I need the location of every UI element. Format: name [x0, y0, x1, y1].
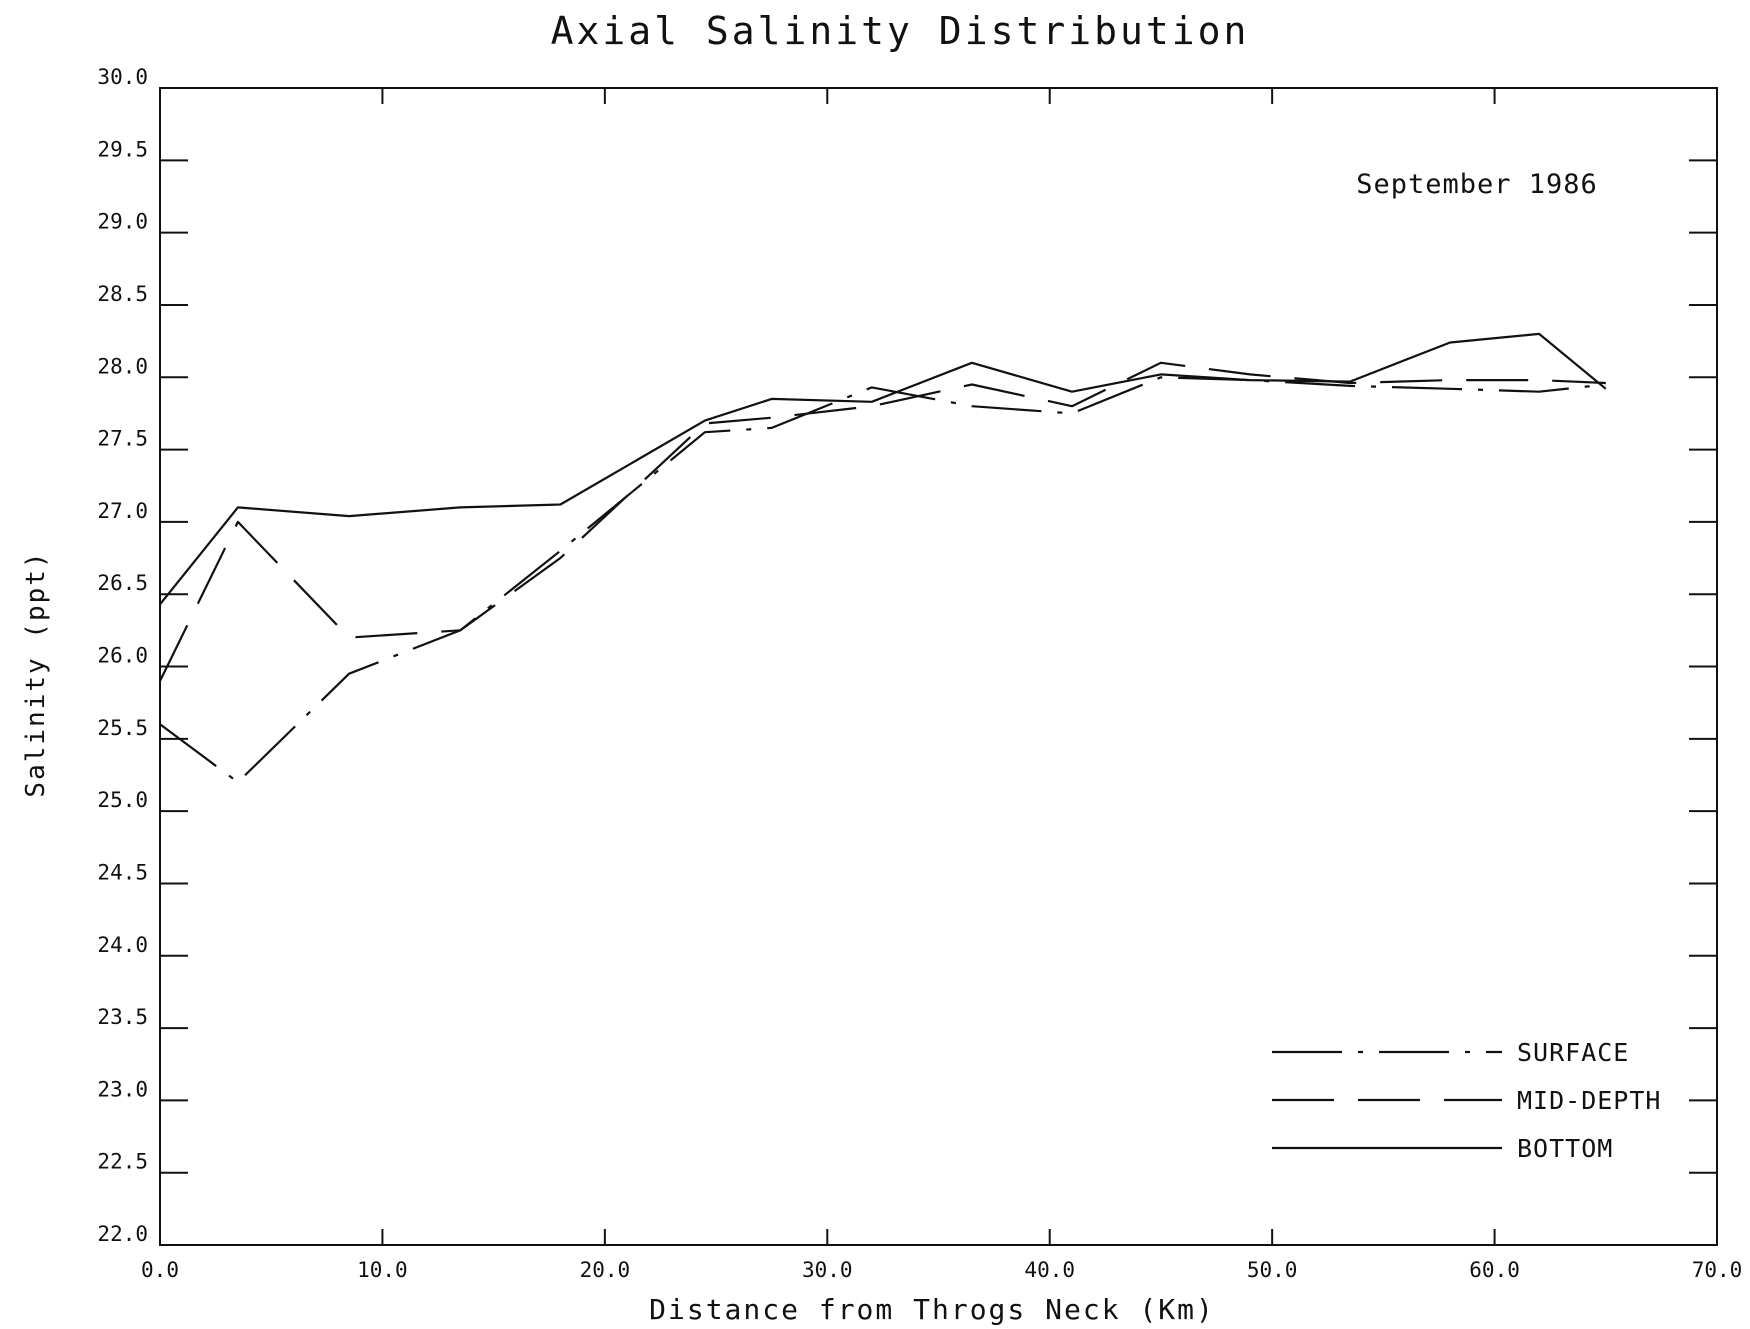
- y-tick-label: 23.5: [97, 1005, 148, 1029]
- legend: SURFACE MID-DEPTH BOTTOM: [1272, 1038, 1661, 1163]
- plot-border: [159, 87, 1718, 1246]
- y-tick-label: 23.0: [97, 1077, 148, 1101]
- chart-subtitle: September 1986: [1356, 169, 1598, 200]
- x-axis-label: Distance from Throgs Neck (Km): [649, 1293, 1215, 1326]
- series-line-bottom: [159, 332, 1607, 605]
- x-tick-label: 40.0: [1024, 1258, 1075, 1282]
- chart-title: Axial Salinity Distribution: [551, 9, 1250, 53]
- plot-frame: [159, 87, 1718, 1246]
- x-tick-label: 20.0: [580, 1258, 631, 1282]
- x-axis-ticks: 0.0 10.0 20.0 30.0 40.0 50.0 60.0 70.0: [141, 88, 1742, 1282]
- x-tick-label: 70.0: [1692, 1258, 1743, 1282]
- legend-label: SURFACE: [1517, 1038, 1629, 1067]
- y-tick-label: 25.5: [97, 716, 148, 740]
- x-tick-label: 30.0: [802, 1258, 853, 1282]
- y-tick-label: 28.5: [97, 282, 148, 306]
- series-lines: [159, 332, 1607, 784]
- y-axis-ticks: 22.0 22.5 23.0 23.5 24.0 24.5 25.0 25.5 26.0 26.5…: [97, 65, 1717, 1246]
- y-tick-label: 22.5: [97, 1150, 148, 1174]
- legend-label: BOTTOM: [1517, 1134, 1613, 1163]
- legend-label: MID-DEPTH: [1517, 1086, 1661, 1115]
- series-line-surface: [159, 376, 1606, 784]
- y-tick-label: 24.0: [97, 933, 148, 957]
- y-tick-label: 24.5: [97, 860, 148, 884]
- y-tick-label: 22.0: [97, 1222, 148, 1246]
- y-tick-label: 26.0: [97, 644, 148, 668]
- x-tick-label: 60.0: [1469, 1258, 1520, 1282]
- y-tick-label: 28.0: [97, 354, 148, 378]
- y-tick-label: 26.5: [97, 571, 148, 595]
- y-tick-label: 30.0: [97, 65, 148, 89]
- y-tick-label: 27.5: [97, 427, 148, 451]
- series-line-mid-depth: [159, 361, 1606, 682]
- x-tick-label: 0.0: [141, 1258, 179, 1282]
- y-tick-label: 29.0: [97, 210, 148, 234]
- y-axis-label: Salinity (ppt): [21, 550, 51, 797]
- y-tick-label: 27.0: [97, 499, 148, 523]
- y-tick-label: 29.5: [97, 137, 148, 161]
- x-tick-label: 50.0: [1247, 1258, 1298, 1282]
- x-tick-label: 10.0: [357, 1258, 408, 1282]
- y-tick-label: 25.0: [97, 788, 148, 812]
